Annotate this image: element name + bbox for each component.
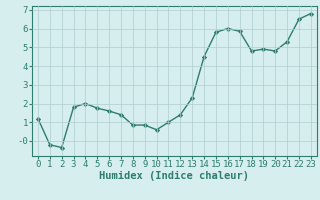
X-axis label: Humidex (Indice chaleur): Humidex (Indice chaleur) bbox=[100, 171, 249, 181]
